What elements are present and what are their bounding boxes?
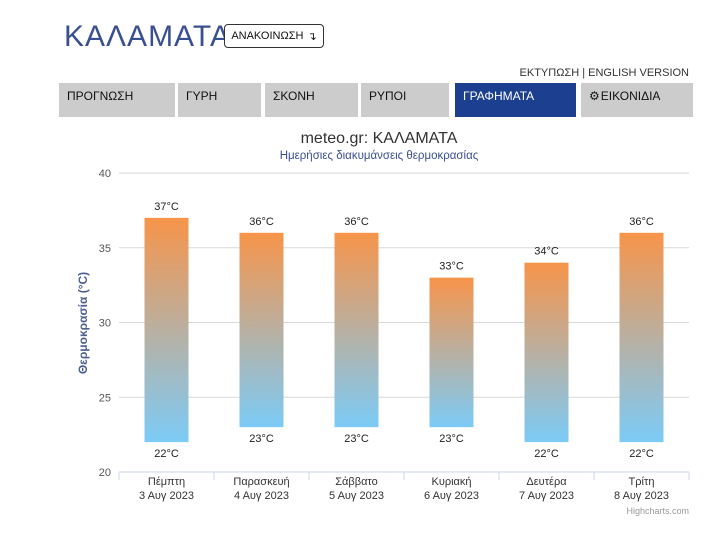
x-date-label: 4 Αυγ 2023: [234, 490, 289, 502]
low-temp-label: 22°C: [534, 448, 559, 460]
tab-label: ΠΡΟΓΝΩΣΗ: [67, 89, 134, 103]
high-temp-label: 36°C: [344, 216, 369, 228]
y-tick-label: 40: [99, 168, 111, 180]
low-temp-label: 23°C: [249, 433, 274, 445]
high-temp-label: 33°C: [439, 261, 464, 273]
temperature-bar[interactable]: [334, 232, 379, 428]
tab-label: ΡΥΠΟΙ: [369, 89, 407, 103]
x-date-label: 7 Αυγ 2023: [519, 490, 574, 502]
tab-pollutants[interactable]: ΡΥΠΟΙ: [361, 83, 449, 117]
announcement-label: ΑΝΑΚΟΙΝΩΣΗ: [231, 30, 304, 42]
x-date-label: 5 Αυγ 2023: [329, 490, 384, 502]
temperature-bar[interactable]: [429, 277, 474, 428]
tab-pollen[interactable]: ΓΥΡΗ: [178, 83, 261, 117]
low-temp-label: 22°C: [629, 448, 654, 460]
city-title: ΚΑΛΑΜΑΤΑ: [64, 20, 231, 53]
low-temp-label: 23°C: [439, 433, 464, 445]
high-temp-label: 37°C: [154, 201, 179, 213]
temperature-bar[interactable]: [524, 262, 569, 443]
x-date-label: 6 Αυγ 2023: [424, 490, 479, 502]
tab-label: ΣΚΟΝΗ: [273, 89, 315, 103]
main-nav: ΠΡΟΓΝΩΣΗ ΓΥΡΗ ΣΚΟΝΗ ΡΥΠΟΙ ΓΡΑΦΗΜΑΤΑ ⚙ΕΙΚ…: [59, 83, 693, 117]
y-axis-title: Θερμοκρασία (°C): [76, 272, 90, 374]
x-day-label: Τρίτη: [629, 476, 655, 488]
x-day-label: Δευτέρα: [526, 476, 567, 488]
x-day-label: Κυριακή: [431, 476, 471, 488]
x-day-label: Παρασκευή: [233, 476, 289, 488]
announcement-button[interactable]: ΑΝΑΚΟΙΝΩΣΗ ↴: [224, 24, 324, 48]
x-date-label: 8 Αυγ 2023: [614, 490, 669, 502]
x-day-label: Πέμπτη: [148, 476, 185, 488]
chart-subtitle: Ημερήσιες διακυμάνσεις θερμοκρασίας: [280, 150, 479, 162]
low-temp-label: 22°C: [154, 448, 179, 460]
link-separator: |: [579, 67, 589, 79]
tab-label: ΓΥΡΗ: [186, 89, 218, 103]
credits[interactable]: Highcharts.com: [626, 506, 689, 516]
y-tick-label: 30: [99, 318, 111, 330]
high-temp-label: 36°C: [249, 216, 274, 228]
high-temp-label: 36°C: [629, 216, 654, 228]
y-tick-label: 35: [99, 243, 111, 255]
tab-dust[interactable]: ΣΚΟΝΗ: [265, 83, 358, 117]
tab-charts[interactable]: ΓΡΑΦΗΜΑΤΑ: [455, 83, 576, 117]
temperature-bar[interactable]: [619, 232, 664, 443]
print-link[interactable]: ΕΚΤΥΠΩΣΗ: [519, 67, 580, 79]
gear-icon: ⚙: [589, 89, 600, 103]
english-version-link[interactable]: ENGLISH VERSION: [588, 67, 689, 79]
return-arrow-icon: ↴: [307, 30, 317, 43]
tab-forecast[interactable]: ΠΡΟΓΝΩΣΗ: [59, 83, 175, 117]
top-links: ΕΚΤΥΠΩΣΗ | ENGLISH VERSION: [520, 67, 689, 79]
x-day-label: Σάββατο: [335, 476, 377, 488]
low-temp-label: 23°C: [344, 433, 369, 445]
chart-title: meteo.gr: ΚΑΛΑΜΑΤΑ: [301, 130, 458, 147]
high-temp-label: 34°C: [534, 246, 559, 258]
y-tick-label: 25: [99, 392, 111, 404]
y-tick-label: 20: [99, 467, 111, 479]
tab-icons[interactable]: ⚙ΕΙΚΟΝΙΔΙΑ: [581, 83, 693, 117]
tab-label: ΓΡΑΦΗΜΑΤΑ: [463, 89, 535, 103]
temperature-bar[interactable]: [144, 217, 189, 443]
tab-label: ΕΙΚΟΝΙΔΙΑ: [600, 89, 661, 103]
temperature-bar[interactable]: [239, 232, 284, 428]
x-date-label: 3 Αυγ 2023: [139, 490, 194, 502]
